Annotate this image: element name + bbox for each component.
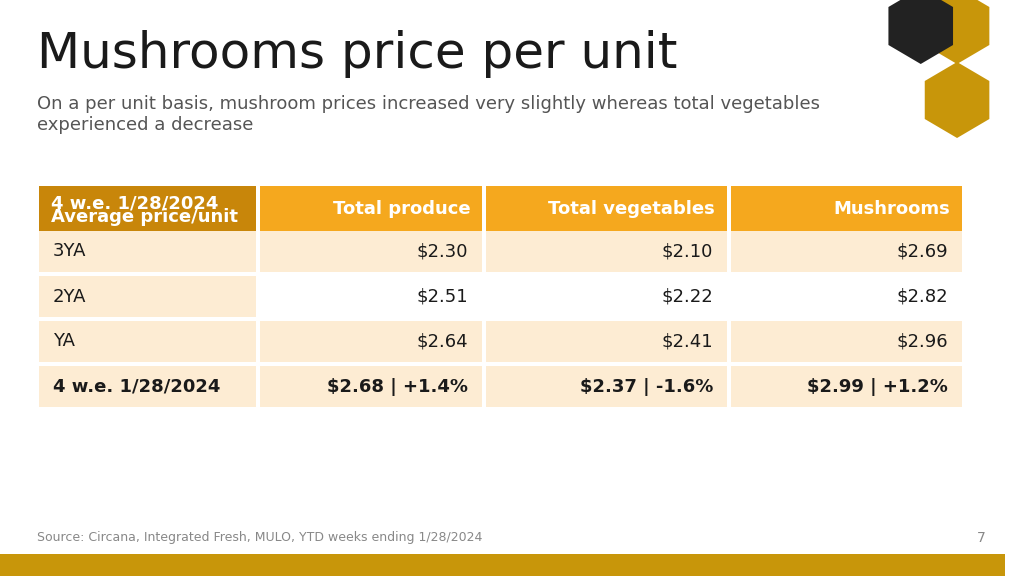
Bar [730, 231, 962, 272]
Bar [0, 554, 1006, 576]
Bar [730, 276, 962, 317]
Bar [260, 231, 482, 272]
Text: YA: YA [53, 332, 75, 351]
Text: $2.30: $2.30 [417, 242, 468, 260]
Text: 4 w.e. 1/28/2024: 4 w.e. 1/28/2024 [51, 194, 218, 212]
Text: $2.96: $2.96 [897, 332, 948, 351]
Bar [486, 186, 727, 231]
Text: 2YA: 2YA [53, 287, 86, 305]
Text: $2.37 | -1.6%: $2.37 | -1.6% [580, 377, 713, 396]
Bar [260, 321, 482, 362]
Bar [486, 231, 727, 272]
Bar [39, 186, 256, 231]
Text: Average price/unit: Average price/unit [51, 209, 238, 226]
Text: On a per unit basis, mushroom prices increased very slightly whereas total veget: On a per unit basis, mushroom prices inc… [37, 95, 820, 134]
Bar [39, 321, 256, 362]
Text: 3YA: 3YA [53, 242, 86, 260]
Bar [486, 276, 727, 317]
Bar [730, 366, 962, 407]
Text: $2.69: $2.69 [897, 242, 948, 260]
Bar [39, 276, 256, 317]
Text: $2.10: $2.10 [662, 242, 713, 260]
Text: $2.22: $2.22 [662, 287, 713, 305]
Text: $2.51: $2.51 [417, 287, 468, 305]
Text: Total produce: Total produce [333, 199, 470, 218]
Bar [730, 321, 962, 362]
Bar [260, 276, 482, 317]
Bar [486, 366, 727, 407]
Text: $2.82: $2.82 [897, 287, 948, 305]
Bar [260, 186, 482, 231]
Text: Mushrooms price per unit: Mushrooms price per unit [37, 30, 678, 78]
Text: Mushrooms: Mushrooms [834, 199, 950, 218]
Text: $2.68 | +1.4%: $2.68 | +1.4% [328, 377, 468, 396]
Bar [260, 366, 482, 407]
Text: $2.41: $2.41 [662, 332, 713, 351]
Text: 4 w.e. 1/28/2024: 4 w.e. 1/28/2024 [53, 377, 220, 396]
Text: Source: Circana, Integrated Fresh, MULO, YTD weeks ending 1/28/2024: Source: Circana, Integrated Fresh, MULO,… [37, 532, 482, 544]
Text: 7: 7 [977, 531, 985, 545]
Bar [486, 321, 727, 362]
Bar [39, 231, 256, 272]
Bar [730, 186, 962, 231]
Text: Total vegetables: Total vegetables [548, 199, 715, 218]
Text: $2.99 | +1.2%: $2.99 | +1.2% [807, 377, 948, 396]
Bar [39, 366, 256, 407]
Text: $2.64: $2.64 [417, 332, 468, 351]
